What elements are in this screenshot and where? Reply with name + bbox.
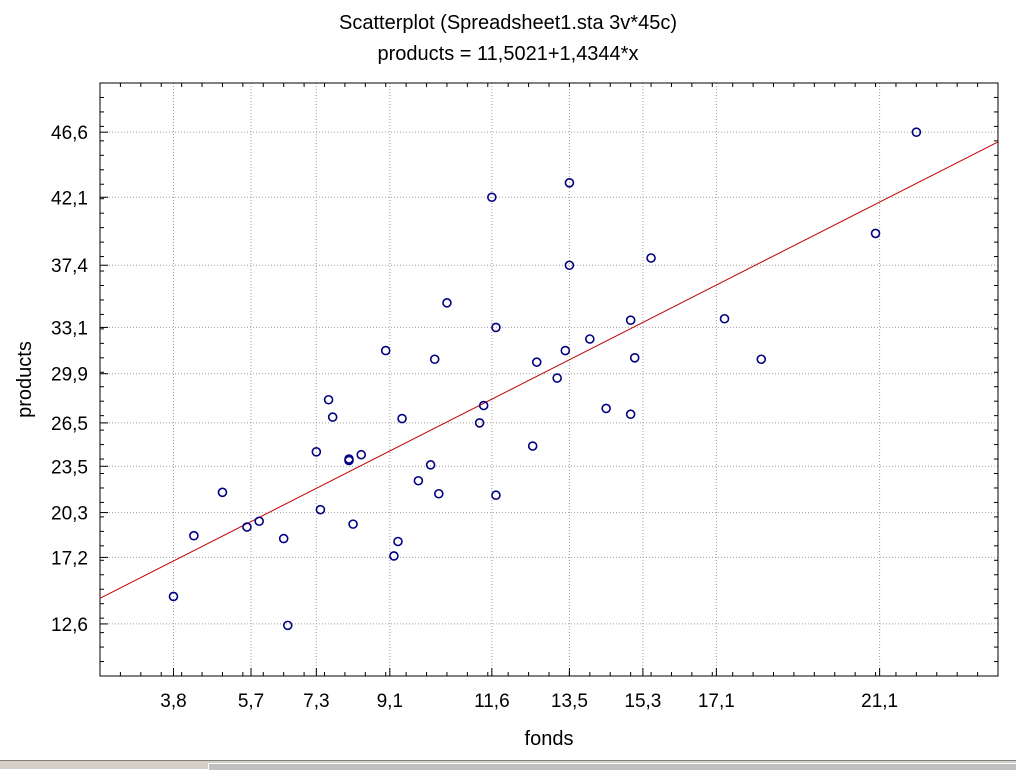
data-point <box>413 475 424 486</box>
x-axis-label: fonds <box>525 728 574 750</box>
data-point <box>531 357 542 367</box>
data-point <box>719 313 730 324</box>
x-tick-label: 15,3 <box>624 691 661 712</box>
data-point <box>601 403 611 414</box>
data-point <box>397 413 407 424</box>
data-point <box>168 591 179 602</box>
data-point <box>646 253 656 263</box>
data-point <box>348 519 358 529</box>
data-point <box>552 373 562 383</box>
status-panel <box>208 763 1016 770</box>
tick-label-layer: 3,8 5,7 7,3 9,1 11,6 13,5 15,3 17,1 21,1 12,6 17,2… <box>51 123 898 712</box>
window-bottom-edge <box>0 760 1016 770</box>
data-point <box>911 127 922 137</box>
y-tick-label: 33,1 <box>51 318 88 339</box>
data-point <box>625 409 636 420</box>
chart-title: Scatterplot (Spreadsheet1.sta 3v*45c) <box>339 12 677 34</box>
data-point <box>242 522 252 532</box>
x-tick-label: 9,1 <box>377 691 403 712</box>
data-point <box>478 400 489 411</box>
data-point <box>474 418 485 428</box>
chart-subtitle: products = 11,5021+1,4344*x <box>377 43 639 65</box>
data-point <box>527 441 538 451</box>
data-point <box>217 487 228 498</box>
data-point <box>756 354 767 365</box>
data-point <box>442 298 452 308</box>
grid-layer <box>100 83 998 676</box>
data-point <box>564 177 575 188</box>
data-point <box>491 322 501 333</box>
data-point <box>323 394 334 405</box>
data-point <box>254 516 264 527</box>
data-point <box>564 260 575 271</box>
data-point <box>870 228 881 239</box>
y-tick-label: 37,4 <box>51 256 88 277</box>
x-tick-label: 3,8 <box>160 691 186 712</box>
y-tick-label: 29,9 <box>51 365 88 386</box>
y-tick-label: 12,6 <box>51 615 88 636</box>
y-tick-label: 17,2 <box>51 548 88 569</box>
regression-layer <box>99 141 999 599</box>
y-tick-label: 26,5 <box>51 414 88 435</box>
x-tick-label: 7,3 <box>303 691 329 712</box>
data-point <box>311 447 322 457</box>
data-point <box>344 455 354 466</box>
data-point <box>380 345 391 356</box>
data-point <box>189 530 199 541</box>
tick-layer <box>99 82 999 677</box>
data-point <box>315 504 326 515</box>
data-point <box>282 620 293 631</box>
data-point <box>356 449 367 460</box>
x-tick-label: 21,1 <box>861 691 898 712</box>
x-tick-label: 11,6 <box>474 691 510 712</box>
x-tick-label: 17,1 <box>698 691 735 712</box>
y-tick-label: 42,1 <box>51 188 88 209</box>
data-point <box>585 334 595 344</box>
y-tick-label: 46,6 <box>51 123 88 144</box>
x-tick-label: 5,7 <box>238 691 264 712</box>
y-axis-label: products <box>14 341 36 418</box>
data-point <box>429 354 440 365</box>
data-point <box>433 488 444 499</box>
x-tick-label: 13,5 <box>551 691 588 712</box>
point-layer <box>168 127 922 631</box>
data-point <box>389 551 399 561</box>
data-point <box>560 345 571 356</box>
data-point <box>491 490 501 501</box>
data-point <box>327 412 338 422</box>
data-point <box>425 460 436 470</box>
y-tick-label: 23,5 <box>51 457 88 478</box>
plot-frame <box>99 82 999 677</box>
regression-line <box>99 141 999 599</box>
data-point <box>629 353 640 363</box>
data-point <box>278 533 289 544</box>
data-point <box>487 192 497 203</box>
data-point <box>625 315 636 326</box>
y-tick-label: 20,3 <box>51 504 88 525</box>
data-point <box>393 536 403 547</box>
